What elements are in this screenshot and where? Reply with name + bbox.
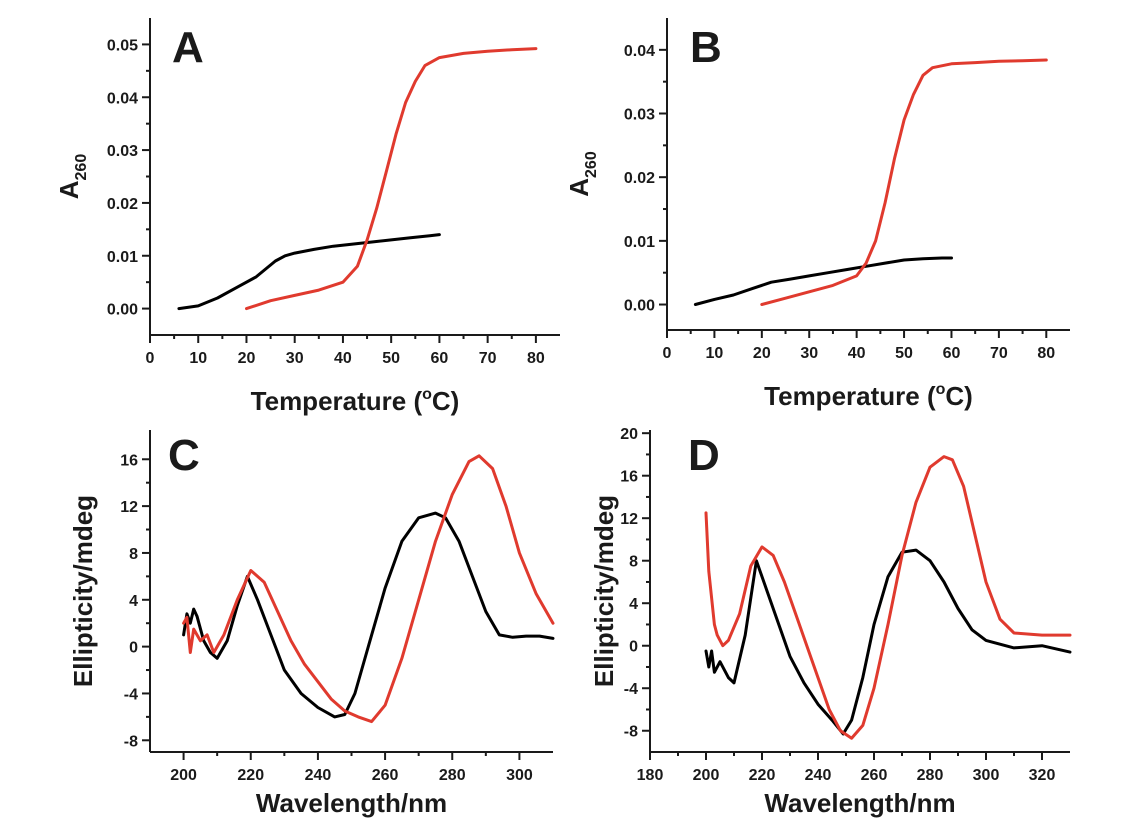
y-axis-label-b: A260 [564,151,600,197]
series-line-d-2 [704,455,1072,740]
y-tick-label-a: 0.01 [107,249,138,266]
y-tick-label-d: 16 [620,469,638,486]
x-axis-label-d: Wavelength/nm [764,788,955,818]
x-tick-label-b: 0 [663,345,672,362]
panel-letter-a: A [172,23,204,72]
series-line-b-2 [760,58,1048,306]
y-axis-label-a: A260 [54,154,90,200]
x-tick-label-a: 50 [382,350,400,367]
series-line-d-1 [704,548,1072,736]
y-tick-label-b: 0.02 [624,170,655,187]
x-tick-label-a: 80 [527,350,545,367]
y-tick-label-b: 0.03 [624,107,655,124]
x-tick-label-b: 80 [1037,345,1055,362]
panel-a: A 0 10 20 30 40 50 60 70 80 0.00 0.01 0.02 0.03 0.04 0.… [54,18,560,416]
y-tick-label-c: -4 [124,686,138,703]
y-tick-label-c: 8 [129,546,138,563]
y-tick-label-a: 0.04 [107,90,138,107]
x-tick-label-b: 70 [990,345,1008,362]
x-tick-label-a: 10 [189,350,207,367]
panel-letter-b: B [690,23,722,72]
y-tick-label-a: 0.02 [107,196,138,213]
x-tick-label-d: 300 [973,767,1000,784]
panel-c: C 200 220 240 260 280 300 -8 -4 0 4 8 12 16 Wavelength… [68,430,555,818]
x-tick-label-b: 30 [800,345,818,362]
x-tick-label-b: 40 [848,345,866,362]
series-line-c-2 [182,454,555,724]
x-tick-label-d: 320 [1029,767,1056,784]
y-tick-label-c: -8 [124,733,138,750]
y-tick-label-d: 12 [620,511,638,528]
y-tick-label-b: 0.04 [624,43,655,60]
x-tick-label-a: 20 [238,350,256,367]
y-axis-label-d: Ellipticity/mdeg [589,495,619,687]
x-tick-label-b: 10 [706,345,724,362]
x-tick-label-c: 220 [237,767,264,784]
y-tick-label-d: 0 [629,639,638,656]
series-line-c-1 [182,511,555,719]
x-tick-label-b: 20 [753,345,771,362]
x-axis-label-a: Temperature (oC) [251,386,460,416]
panel-d: D 180 200 220 240 260 280 300 320 -8 -4 0 4 8 12 16 20 Wa… [589,426,1072,818]
x-tick-label-d: 180 [637,767,664,784]
y-tick-label-c: 4 [129,593,138,610]
x-tick-label-a: 60 [431,350,449,367]
x-tick-label-d: 280 [917,767,944,784]
x-tick-label-a: 40 [334,350,352,367]
x-tick-label-b: 60 [943,345,961,362]
y-tick-label-c: 16 [120,452,138,469]
panel-b: B 0 10 20 30 40 50 60 70 80 0.00 0.01 0.02 0.03 0.04 Te… [564,18,1070,411]
y-tick-label-c: 12 [120,499,138,516]
y-tick-label-d: 8 [629,554,638,571]
series-line-a-1 [177,233,441,311]
panel-letter-c: C [168,431,200,480]
y-tick-label-d: -4 [624,681,638,698]
x-tick-label-d: 260 [861,767,888,784]
y-tick-label-a: 0.03 [107,143,138,160]
y-tick-label-d: 20 [620,426,638,443]
x-tick-label-d: 200 [693,767,720,784]
x-axis-label-c: Wavelength/nm [256,788,447,818]
y-tick-label-c: 0 [129,640,138,657]
y-tick-label-a: 0.05 [107,37,138,54]
y-tick-label-b: 0.01 [624,234,655,251]
x-tick-label-a: 30 [286,350,304,367]
x-tick-label-d: 240 [805,767,832,784]
x-tick-label-c: 300 [506,767,533,784]
x-tick-label-c: 260 [372,767,399,784]
panel-letter-d: D [688,431,720,480]
x-tick-label-a: 0 [146,350,155,367]
x-tick-label-c: 240 [305,767,332,784]
x-tick-label-c: 200 [170,767,197,784]
series-line-a-2 [245,47,538,311]
x-tick-label-a: 70 [479,350,497,367]
x-axis-label-b: Temperature (oC) [764,381,973,411]
x-tick-label-b: 50 [895,345,913,362]
x-tick-label-d: 220 [749,767,776,784]
y-tick-label-b: 0.00 [624,298,655,315]
series-line-b-1 [693,256,953,306]
y-tick-label-a: 0.00 [107,302,138,319]
y-tick-label-d: -8 [624,724,638,741]
y-tick-label-d: 4 [629,596,638,613]
y-axis-label-c: Ellipticity/mdeg [68,495,98,687]
x-tick-label-c: 280 [439,767,466,784]
